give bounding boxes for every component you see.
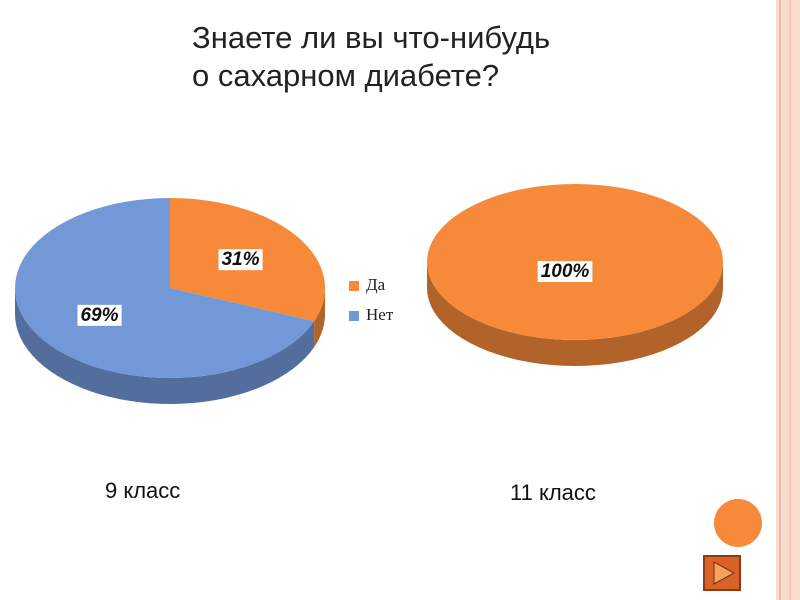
slide-title: Знаете ли вы что-нибудь о сахарном диабет…: [192, 20, 550, 93]
value-label-bg: [218, 249, 263, 271]
value-label-group: 31%: [218, 249, 263, 271]
decor-circle: [714, 499, 762, 547]
value-label: 31%: [221, 249, 259, 270]
value-label: 69%: [80, 305, 118, 326]
value-label-bg: [77, 304, 122, 326]
pie-slice-side: [314, 288, 325, 348]
legend-swatch: [349, 281, 359, 291]
legend-label: Да: [366, 275, 386, 294]
value-label-group: 100%: [537, 261, 593, 283]
legend-swatch: [349, 311, 359, 321]
value-label-bg: [537, 261, 593, 283]
chart-caption: 9 класс: [105, 478, 180, 503]
pie-slice-side: [427, 262, 723, 366]
legend-label: Нет: [366, 305, 394, 324]
value-label-group: 69%: [77, 304, 122, 326]
play-icon: [713, 561, 736, 585]
pie-slice: [15, 198, 315, 378]
chart-caption: 11 класс: [510, 480, 596, 505]
pie-slice-side: [15, 288, 315, 404]
value-label: 100%: [541, 261, 590, 282]
